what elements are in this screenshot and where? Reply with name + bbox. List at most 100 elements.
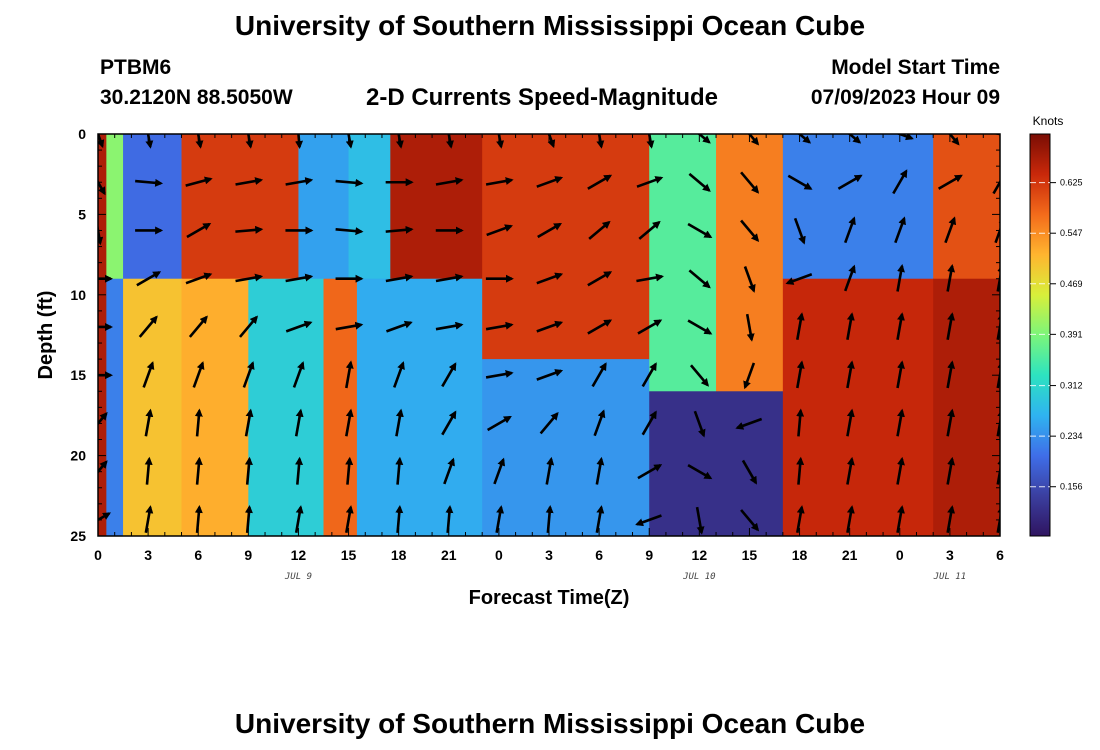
- speed-cell: [123, 278, 183, 536]
- colorbar-tick-label: 0.391: [1060, 329, 1083, 339]
- x-tick-label: 18: [792, 547, 808, 563]
- x-day-label: JUL 9: [284, 572, 312, 582]
- current-vector: [946, 456, 956, 485]
- speed-cell: [933, 134, 1000, 280]
- current-vector: [493, 457, 506, 485]
- current-vector: [796, 312, 805, 340]
- current-vector: [539, 411, 559, 435]
- colorbar-tick-label: 0.312: [1060, 381, 1083, 391]
- speed-cell: [649, 391, 784, 536]
- model-start-time: 07/09/2023 Hour 09: [810, 86, 1000, 109]
- current-vector: [192, 361, 205, 388]
- current-vector: [547, 134, 556, 149]
- current-vector: [846, 312, 855, 340]
- repeated-title: University of Southern Mississippi Ocean…: [234, 708, 866, 739]
- current-vector: [395, 504, 404, 533]
- x-tick-label: 0: [495, 547, 503, 563]
- current-vector: [142, 361, 155, 388]
- current-vector: [235, 225, 264, 234]
- speed-cell: [649, 134, 717, 392]
- x-axis-label: Forecast Time(Z): [469, 587, 630, 609]
- speed-cell: [482, 359, 650, 536]
- current-vector: [896, 408, 905, 437]
- current-vector: [894, 216, 906, 244]
- current-vector: [285, 273, 314, 283]
- colorbar-tick-label: 0.625: [1060, 178, 1083, 188]
- current-vector: [485, 321, 514, 331]
- current-vector: [946, 360, 956, 389]
- x-tick-label: 12: [291, 547, 307, 563]
- current-vector: [385, 225, 414, 234]
- current-vector: [292, 361, 305, 388]
- current-vector: [946, 505, 956, 533]
- y-tick-label: 15: [70, 367, 86, 383]
- current-vector: [138, 315, 158, 338]
- current-vector: [837, 174, 863, 190]
- speed-cell: [356, 278, 483, 536]
- current-vector: [637, 319, 663, 335]
- y-axis-label: Depth (ft): [35, 291, 57, 380]
- speed-cell: [106, 278, 124, 536]
- current-vector: [636, 273, 664, 283]
- x-tick-label: 9: [645, 547, 653, 563]
- current-vector: [295, 456, 304, 485]
- current-vector: [587, 174, 613, 190]
- current-vector: [285, 177, 314, 186]
- x-tick-label: 15: [742, 547, 758, 563]
- current-vector: [796, 456, 805, 485]
- current-vector: [536, 369, 564, 381]
- colorbar-scale: [1029, 133, 1051, 537]
- current-vector: [638, 220, 661, 240]
- current-vector: [896, 360, 905, 389]
- station-id: PTBM6: [100, 56, 172, 79]
- speed-cell: [348, 134, 391, 280]
- current-vector: [635, 514, 662, 527]
- current-vector: [486, 224, 513, 237]
- current-vector: [946, 312, 956, 340]
- current-vector: [345, 360, 354, 389]
- current-vector: [637, 464, 663, 480]
- y-tick-label: 0: [78, 126, 86, 142]
- current-vector: [992, 179, 1000, 195]
- current-vector: [946, 263, 956, 292]
- colorbar: Knots 0.625 0.547 0.469 0.391 0.312 0.234 0.15…: [1029, 114, 1083, 537]
- x-tick-label: 18: [391, 547, 407, 563]
- current-vector: [740, 219, 760, 242]
- x-tick-label: 6: [595, 547, 603, 563]
- current-vector: [937, 174, 963, 190]
- speed-cell: [782, 278, 934, 536]
- current-vector: [745, 313, 755, 342]
- current-vector: [392, 361, 405, 388]
- x-tick-label: 6: [996, 547, 1004, 563]
- current-vector: [743, 266, 756, 293]
- current-vector: [843, 264, 856, 292]
- current-vector: [536, 176, 564, 188]
- current-vector: [238, 315, 258, 338]
- current-vector: [846, 456, 855, 485]
- current-vector: [996, 456, 1000, 485]
- colorbar-tick-label: 0.547: [1060, 228, 1083, 238]
- current-vector: [435, 321, 464, 331]
- current-vector: [595, 456, 605, 485]
- current-vector: [98, 512, 111, 522]
- x-tick-label: 3: [144, 547, 152, 563]
- current-vector: [545, 504, 554, 533]
- current-vector: [785, 273, 813, 285]
- current-vector: [443, 457, 455, 485]
- current-vector: [687, 464, 713, 480]
- x-tick-label: 0: [94, 547, 102, 563]
- current-vector: [641, 410, 657, 436]
- current-vector: [697, 134, 711, 144]
- current-vector: [641, 362, 657, 388]
- y-tick-label: 25: [70, 528, 86, 544]
- current-vector: [441, 362, 457, 388]
- current-vector: [295, 134, 304, 149]
- current-vector: [740, 171, 760, 194]
- model-start-label: Model Start Time: [831, 56, 1000, 79]
- colorbar-tick-label: 0.156: [1060, 482, 1083, 492]
- plot-title: 2-D Currents Speed-Magnitude: [366, 84, 719, 111]
- y-tick-label: 20: [70, 448, 86, 464]
- speed-cell: [181, 134, 300, 280]
- x-tick-label: 9: [244, 547, 252, 563]
- current-vector: [944, 216, 957, 244]
